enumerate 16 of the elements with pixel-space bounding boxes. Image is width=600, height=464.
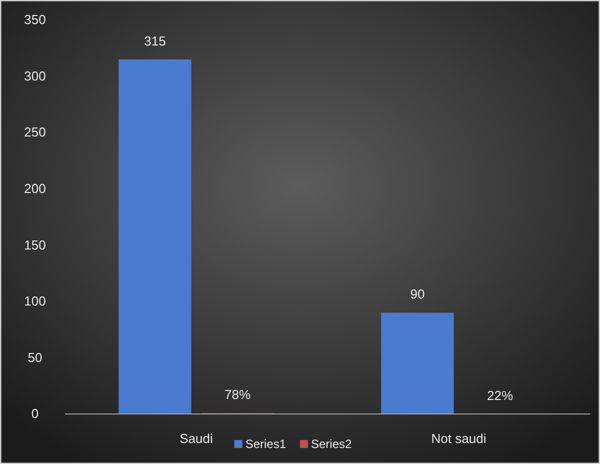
y-tick-label: 200 xyxy=(24,181,46,196)
y-tick-label: 150 xyxy=(24,237,46,252)
y-tick-label: 250 xyxy=(24,124,46,140)
x-tick-label: Saudi xyxy=(180,431,213,446)
y-tick-label: 50 xyxy=(28,350,42,365)
data-label: 90 xyxy=(410,286,425,302)
y-tick-label: 0 xyxy=(31,406,39,422)
y-tick-label: 300 xyxy=(24,68,46,84)
x-tick-label: Not saudi xyxy=(431,431,486,446)
data-label: 78% xyxy=(224,387,251,402)
data-label: 315 xyxy=(144,33,166,48)
y-tick-label: 100 xyxy=(24,294,46,309)
legend-label: Series2 xyxy=(311,437,352,451)
data-label: 22% xyxy=(487,388,514,403)
legend-label: Series1 xyxy=(245,437,286,451)
y-tick-label: 350 xyxy=(24,12,46,28)
